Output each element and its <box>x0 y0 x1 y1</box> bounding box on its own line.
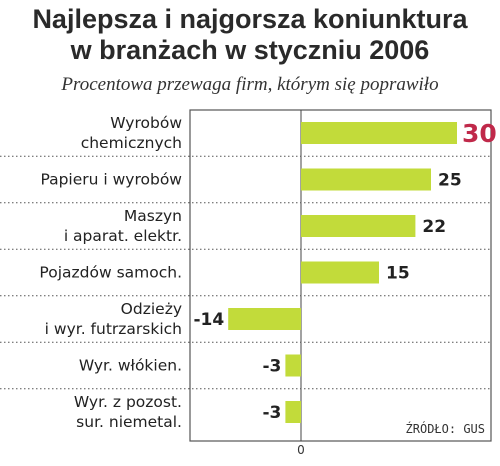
category-label-5: Wyr. włókien. <box>79 357 182 375</box>
bar-0 <box>301 122 457 144</box>
plot-panel <box>189 109 492 442</box>
value-label-3: 15 <box>386 264 410 284</box>
source-note: ŹRÓDŁO: GUS <box>406 421 485 436</box>
x-axis-zero-label: 0 <box>297 443 305 457</box>
chart-subtitle: Procentowa przewaga firm, którym się pop… <box>61 74 439 95</box>
category-label-2: Maszyn i aparat. elektr. <box>64 207 182 245</box>
title-line-1: Najlepsza i najgorsza koniunktura <box>32 4 468 34</box>
category-label-6: Wyr. z pozost. sur. niemetal. <box>74 393 182 431</box>
chart-title: Najlepsza i najgorsza koniunktura w bran… <box>0 4 500 66</box>
value-label-4: -14 <box>193 310 224 330</box>
bar-4 <box>228 308 301 330</box>
value-label-2: 22 <box>422 217 446 237</box>
bar-6 <box>285 401 301 423</box>
bar-1 <box>301 168 431 191</box>
category-label-0: Wyrobów chemicznych <box>81 114 183 152</box>
category-label-4: Odzieży i wyr. futrzarskich <box>45 300 182 338</box>
value-label-6: -3 <box>263 403 282 423</box>
value-label-0: 30 <box>462 119 497 148</box>
value-label-1: 25 <box>438 171 462 191</box>
title-line-2: w branżach w styczniu 2006 <box>70 35 430 65</box>
category-label-3: Pojazdów samoch. <box>39 264 182 282</box>
bar-5 <box>285 354 301 377</box>
bar-3 <box>301 261 379 284</box>
value-label-5: -3 <box>263 357 282 377</box>
category-label-1: Papieru i wyrobów <box>40 171 182 189</box>
bar-2 <box>301 215 416 237</box>
